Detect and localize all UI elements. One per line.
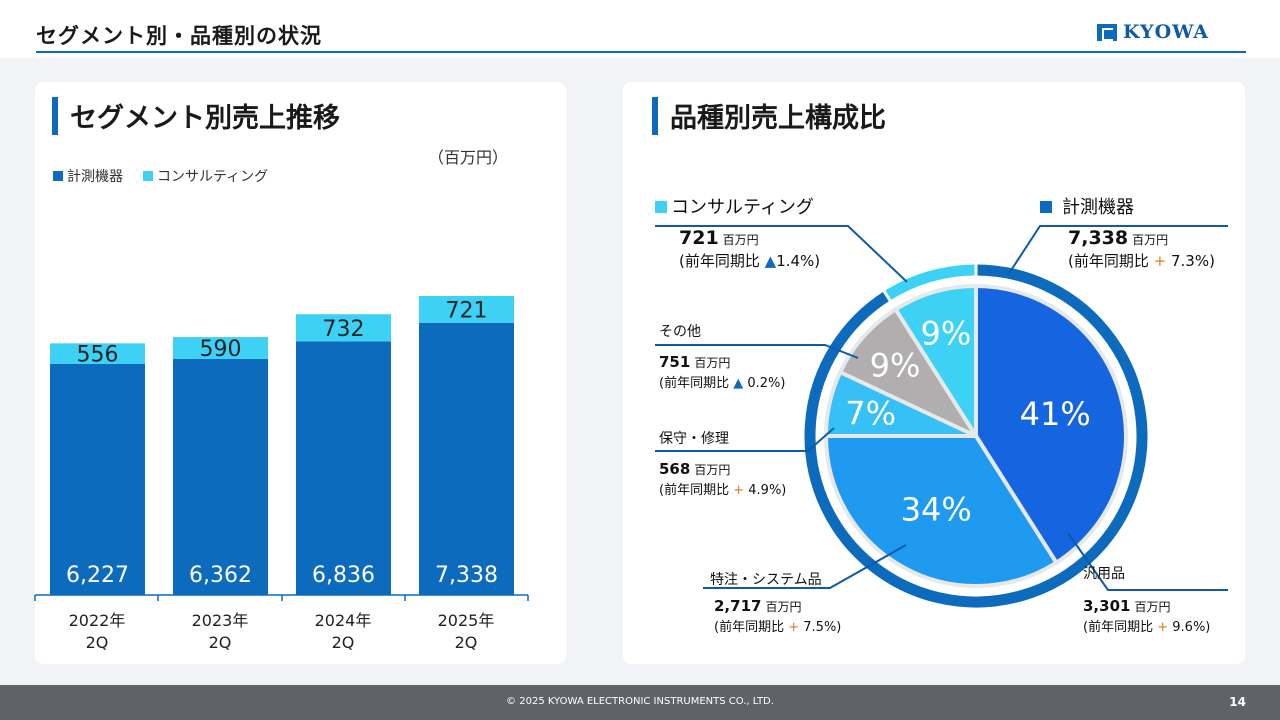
page-title: セグメント別・品種別の状況 (36, 24, 322, 48)
pie-label-yoy: (前年同期比 + 4.9%) (659, 483, 787, 498)
pie-pct-label: 41% (1020, 395, 1091, 433)
pie-label-yoy: (前年同期比 + 7.3%) (1068, 252, 1215, 270)
kyowa-logo: KYOWA (1097, 21, 1209, 43)
pie-label-other: その他 751 百万円 (前年同期比 ▲ 0.2%) (659, 322, 785, 394)
x-tick-label-2023: 2023年 2Q (191, 611, 249, 652)
pie-label-measurement: 計測機器 7,338 百万円 (前年同期比 + 7.3%) (1040, 198, 1215, 271)
pie-label-yoy: (前年同期比 ▲1.4%) (679, 252, 821, 270)
pie-label-value: 2,717 百万円 (714, 597, 802, 615)
pie-label-general-purpose: 汎用品 3,301 百万円 (前年同期比 + 9.6%) (1083, 564, 1210, 638)
copyright-text: © 2025 KYOWA ELECTRONIC INSTRUMENTS CO.,… (506, 696, 774, 707)
segment-sales-title: セグメント別売上推移 (52, 96, 340, 135)
pie-label-name: コンサルティング (655, 198, 820, 220)
segment-bar-chart: 6,227 556 6,362 590 6,836 732 7,338 721 (34, 296, 529, 601)
unit-label: （百万円） (428, 148, 509, 167)
bar-measurement (296, 341, 391, 595)
pie-label-yoy: (前年同期比 + 7.5%) (714, 620, 842, 635)
bar-measurement (419, 322, 514, 595)
bar-legend: 計測機器 コンサルティング (53, 166, 268, 186)
product-mix-title: 品種別売上構成比 (652, 96, 886, 135)
pie-leader-line (655, 344, 859, 359)
legend-swatch-measurement (1040, 201, 1052, 213)
pie-label-maintenance: 保守・修理 568 百万円 (前年同期比 + 4.9%) (659, 429, 786, 501)
footer-bar: © 2025 KYOWA ELECTRONIC INSTRUMENTS CO.,… (0, 685, 1280, 720)
legend-swatch-consulting (655, 201, 667, 213)
pie-slice (824, 434, 1059, 588)
outer-ring-gap (880, 287, 894, 305)
pie-label-custom-system: 特注・システム品 2,717 百万円 (前年同期比 + 7.5%) (710, 570, 841, 638)
segment-sales-title-text: セグメント別売上推移 (70, 103, 340, 134)
header-divider (36, 51, 1246, 53)
pie-label-value: 3,301 百万円 (1083, 597, 1171, 615)
pie-label-yoy: (前年同期比 ▲ 0.2%) (659, 376, 786, 391)
x-tick-label-2024: 2024年 2Q (314, 611, 372, 652)
pie-leader-line (1007, 225, 1228, 276)
title-accent-bar (652, 96, 658, 135)
pie-label-consulting: コンサルティング 721 百万円 (前年同期比 ▲1.4%) (655, 198, 820, 271)
outer-ring-segment (804, 264, 1148, 608)
outer-ring-segment (884, 264, 977, 301)
header-bar: セグメント別・品種別の状況 KYOWA (0, 0, 1280, 58)
data-label-measurement: 7,338 (435, 563, 498, 588)
pie-label-value: 751 百万円 (659, 353, 731, 371)
title-accent-bar (52, 96, 58, 135)
data-label-consulting: 721 (446, 298, 488, 323)
data-label-consulting: 732 (323, 317, 365, 342)
pie-label-value: 7,338 百万円 (1068, 227, 1169, 249)
data-label-consulting: 556 (77, 343, 119, 368)
product-mix-title-text: 品種別売上構成比 (670, 103, 886, 134)
bar-measurement (173, 358, 268, 595)
bar-measurement (50, 363, 145, 595)
pie-slice (893, 284, 978, 438)
pie-leader-line (703, 544, 907, 589)
logo-text: KYOWA (1123, 21, 1209, 43)
pie-label-value: 721 百万円 (679, 227, 759, 249)
legend-swatch-consulting (143, 171, 153, 181)
bar-consulting (296, 314, 391, 342)
bar-consulting (419, 296, 514, 323)
pie-leader-line (1067, 532, 1228, 591)
data-label-measurement: 6,362 (189, 563, 252, 588)
pie-label-yoy: (前年同期比 + 9.6%) (1083, 620, 1211, 635)
pie-pct-label: 34% (901, 490, 972, 528)
pie-label-name: 計測機器 (1040, 198, 1215, 220)
pie-leader-line (655, 225, 908, 283)
x-tick-label-2022: 2022年 2Q (68, 611, 126, 652)
x-tick-label-2025: 2025年 2Q (437, 611, 495, 652)
bar-consulting (173, 337, 268, 359)
data-label-measurement: 6,227 (66, 563, 129, 588)
pie-label-value: 568 百万円 (659, 460, 731, 478)
data-label-measurement: 6,836 (312, 563, 375, 588)
legend-label-consulting: コンサルティング (157, 169, 269, 185)
kyowa-logo-icon (1097, 23, 1117, 41)
pie-pct-label: 7% (845, 394, 896, 432)
pie-pct-label: 9% (920, 314, 971, 352)
pie-leader-line (655, 427, 835, 452)
bar-consulting (50, 343, 145, 364)
legend-swatch-measurement (53, 171, 63, 181)
legend-label-measurement: 計測機器 (67, 169, 123, 185)
page-number: 14 (1229, 695, 1246, 709)
data-label-consulting: 590 (200, 337, 242, 362)
pie-pct-label: 9% (870, 347, 921, 385)
product-pie-chart: 41% 34% 7% 9%9% (655, 225, 1228, 608)
